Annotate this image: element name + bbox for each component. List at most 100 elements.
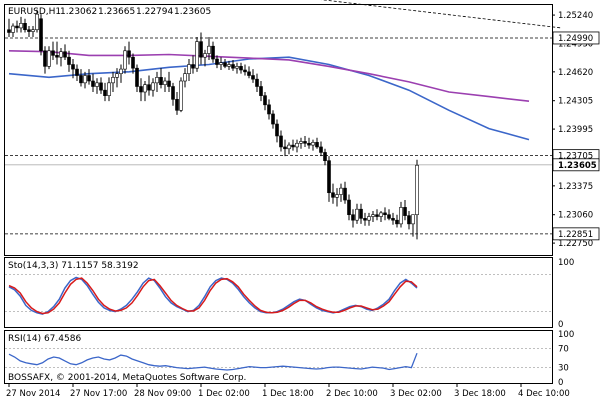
candle-body-bull (311, 142, 315, 146)
rsi-line (8, 352, 418, 371)
candle-body-bear (139, 86, 143, 93)
candle (175, 91, 179, 115)
stochastic-tick-label: 100 (558, 258, 574, 268)
moving-average-line (8, 56, 530, 141)
candle-body-bear (87, 75, 91, 82)
candle-body-bear (263, 95, 267, 106)
candle-body-bull (107, 82, 111, 96)
current-price-box (552, 158, 600, 172)
candle-body-bear (167, 80, 171, 87)
candle (335, 188, 339, 207)
candle-body-bull (195, 41, 199, 69)
candle-body-bull (151, 82, 155, 91)
candle (151, 78, 155, 97)
candle (299, 137, 303, 149)
candle (275, 119, 279, 143)
candle-body-bull (379, 212, 383, 217)
candle-body-bull (35, 13, 39, 31)
stochastic-layer: 100 0 (5, 258, 574, 330)
candle-body-bear (239, 66, 243, 71)
price-tick-label: 1.24930 (558, 39, 593, 49)
time-tick-label: 27 Nov 2014 (6, 389, 60, 399)
candle (51, 41, 55, 60)
candle (39, 14, 43, 56)
candle-body-bull (143, 84, 147, 93)
rsi-tick-label: 100 (558, 330, 574, 340)
candle (315, 137, 319, 149)
candle (403, 200, 407, 221)
candle (131, 53, 135, 74)
candle (287, 142, 291, 155)
candle (379, 211, 383, 223)
candle (59, 48, 63, 67)
candle (243, 64, 247, 76)
candle-body-bear (135, 67, 139, 87)
candle (55, 41, 59, 65)
time-tick-label: 3 Dec 02:00 (390, 389, 442, 399)
candle-body-bull (235, 66, 239, 69)
candle (119, 64, 123, 83)
trendline (320, 0, 562, 29)
candle-body-bear (407, 215, 411, 225)
candle (227, 60, 231, 71)
candle-body-bull (119, 68, 123, 74)
price-tick-label: 1.22750 (558, 239, 593, 249)
candle-body-bear (247, 71, 251, 76)
rsi-label: RSI(14) 67.4586 (8, 334, 81, 344)
candle-body-bull (183, 73, 187, 82)
candle-body-bear (199, 41, 203, 58)
candle-body-bear (363, 218, 367, 221)
main-price-layer: 1.25240 1.24930 1.24620 1.24305 1.23995 1.236… (5, 0, 600, 249)
candle (47, 46, 51, 70)
candle-body-bear (267, 104, 271, 115)
candle (159, 68, 163, 89)
price-level-box (552, 31, 600, 45)
candle (383, 207, 387, 221)
candle-body-bull (95, 82, 99, 87)
candle-body-bear (147, 84, 151, 91)
candle-body-bear (327, 160, 331, 194)
candle (143, 81, 147, 102)
stochastic-panel-frame (4, 257, 553, 328)
candle-body-bull (299, 141, 303, 144)
stochastic-tick-label: 0 (558, 320, 563, 330)
candle (139, 78, 143, 102)
candle-body-bull (115, 73, 119, 78)
stochastic-line (8, 276, 418, 315)
candle-body-bear (79, 75, 83, 84)
price-tick-label: 1.24305 (558, 97, 593, 107)
candle (223, 59, 227, 69)
candle-body-bear (383, 212, 387, 216)
candle-body-bear (283, 146, 287, 150)
candle (123, 46, 127, 74)
candle (219, 57, 223, 71)
candle-body-bear (15, 25, 19, 29)
price-level-box (552, 227, 600, 241)
candle (371, 211, 375, 223)
candle-body-bear (395, 219, 399, 225)
candle-body-bear (171, 86, 175, 100)
candle (395, 214, 399, 228)
candle (211, 41, 215, 63)
candle (259, 81, 263, 102)
candle (75, 64, 79, 82)
moving-average-line (8, 50, 530, 102)
candle-body-bear (387, 214, 391, 219)
candle-body-bull (59, 51, 63, 58)
candle (11, 23, 15, 38)
candle-body-bear (63, 51, 67, 58)
rsi-panel-frame (4, 330, 553, 384)
ohlc-close: 1.23605 (174, 7, 211, 17)
candle-body-bull (339, 187, 343, 195)
candle-body-bear (75, 68, 79, 76)
candle (363, 212, 367, 226)
candle (239, 62, 243, 74)
price-tick-label: 1.24620 (558, 68, 593, 78)
candle-body-bear (159, 77, 163, 85)
candle (407, 211, 411, 230)
candle-body-bull (203, 53, 207, 58)
candle-body-bull (415, 164, 419, 216)
candle (79, 69, 83, 87)
candle-body-bear (315, 142, 319, 148)
candle (179, 77, 183, 113)
